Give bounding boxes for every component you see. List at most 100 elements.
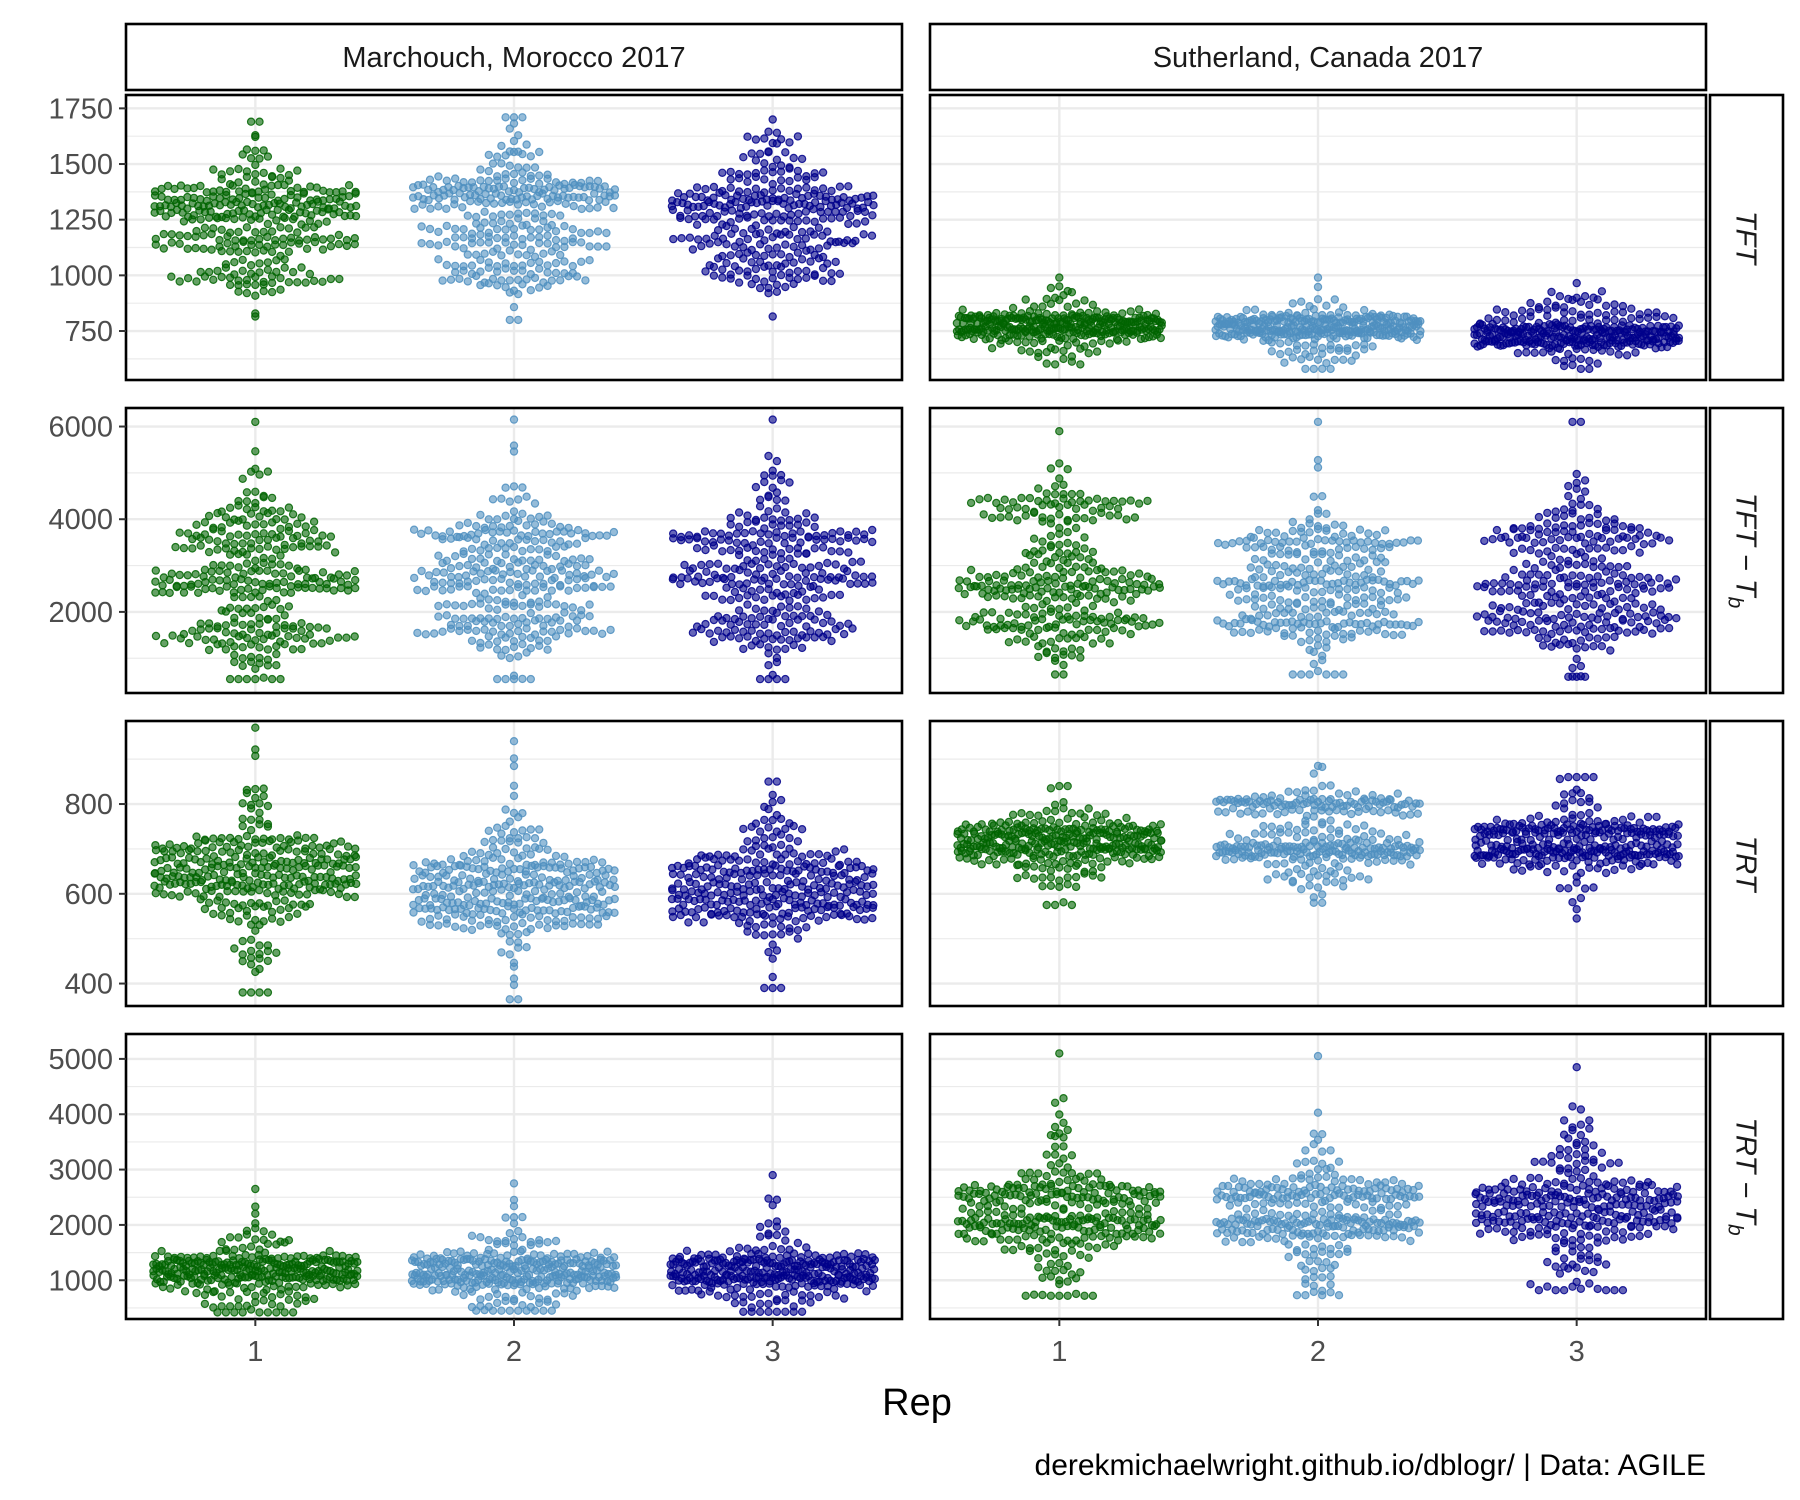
data-point <box>853 579 862 588</box>
data-point <box>1108 328 1118 337</box>
data-point <box>602 242 611 251</box>
data-point <box>459 266 468 275</box>
data-point <box>193 839 203 848</box>
data-point <box>454 878 463 887</box>
data-point <box>484 1292 493 1302</box>
data-point <box>760 606 769 615</box>
data-point <box>167 272 176 281</box>
data-point <box>472 576 481 586</box>
data-point <box>167 230 176 239</box>
data-point <box>294 566 304 576</box>
data-point <box>480 558 489 567</box>
data-point <box>720 207 729 216</box>
data-point <box>734 173 744 183</box>
data-point <box>1585 300 1594 310</box>
data-point <box>837 871 846 880</box>
data-point <box>1055 427 1064 436</box>
data-point <box>829 1284 839 1294</box>
data-point <box>780 539 789 548</box>
data-point <box>451 601 460 610</box>
data-point <box>231 887 240 896</box>
data-point <box>768 550 777 560</box>
data-point <box>560 852 569 862</box>
data-point <box>818 184 828 193</box>
data-point <box>201 635 210 645</box>
data-point <box>493 515 502 524</box>
data-point <box>574 525 583 535</box>
data-point <box>713 559 723 569</box>
data-point <box>242 1287 252 1297</box>
data-point <box>286 238 296 247</box>
data-point <box>522 208 531 218</box>
data-point <box>560 1289 569 1298</box>
data-point <box>1267 347 1277 356</box>
data-point <box>225 273 235 282</box>
data-point <box>1309 364 1319 374</box>
data-point <box>204 547 214 557</box>
data-point <box>860 579 870 589</box>
data-point <box>1063 527 1072 537</box>
data-point <box>493 152 502 161</box>
data-point <box>459 224 468 234</box>
data-point <box>259 246 268 255</box>
data-point <box>543 511 552 520</box>
data-point <box>422 1279 431 1289</box>
data-point <box>518 221 527 230</box>
data-point <box>488 853 498 863</box>
data-point <box>333 633 343 642</box>
data-point <box>255 512 264 521</box>
data-point <box>987 344 997 353</box>
data-point <box>302 244 312 253</box>
data-point <box>743 213 752 222</box>
data-point <box>730 1298 740 1308</box>
data-point <box>204 624 214 633</box>
data-point <box>246 825 256 835</box>
data-point <box>772 139 782 148</box>
data-point <box>259 602 268 612</box>
data-point <box>200 518 210 527</box>
data-point <box>488 843 498 852</box>
data-point <box>760 595 769 605</box>
data-point <box>569 201 578 211</box>
data-point <box>1021 338 1030 347</box>
data-point <box>539 216 548 226</box>
data-point <box>1088 516 1098 525</box>
data-point <box>171 542 180 552</box>
data-point <box>438 1262 447 1272</box>
data-point <box>987 513 997 523</box>
data-point <box>501 264 510 273</box>
data-point <box>476 165 485 174</box>
data-point <box>776 914 785 924</box>
data-point <box>1063 517 1072 526</box>
data-point <box>242 854 251 863</box>
data-point <box>801 234 811 243</box>
data-point <box>246 815 256 825</box>
data-point <box>238 213 247 222</box>
data-point <box>802 183 811 192</box>
data-point <box>1050 360 1060 369</box>
data-point <box>560 221 569 231</box>
data-point <box>410 573 419 583</box>
data-point <box>288 214 298 224</box>
data-point <box>514 516 523 526</box>
data-point <box>262 205 271 215</box>
data-point <box>764 560 773 569</box>
data-point <box>1063 302 1072 311</box>
data-point <box>699 918 708 927</box>
data-point <box>1296 297 1306 306</box>
data-point <box>743 518 752 527</box>
data-point <box>445 189 454 198</box>
data-point <box>844 182 853 191</box>
data-point <box>279 887 288 896</box>
data-point <box>309 1294 319 1304</box>
data-point <box>751 546 761 556</box>
data-point <box>781 240 790 249</box>
data-point <box>781 1296 790 1305</box>
data-point <box>297 619 306 628</box>
data-point <box>764 585 773 594</box>
data-point <box>351 871 360 880</box>
data-point <box>286 572 296 581</box>
data-point <box>456 1247 465 1256</box>
data-point <box>521 197 531 207</box>
data-point <box>280 611 289 620</box>
